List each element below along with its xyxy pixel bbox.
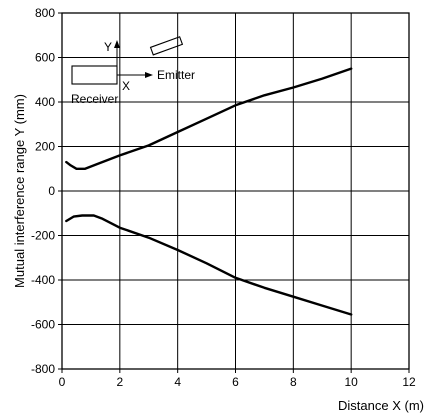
- x-tick-label: 12: [402, 375, 416, 389]
- inset-y-label: Y: [104, 40, 112, 54]
- x-tick-label: 0: [59, 375, 66, 389]
- setup-inset: Y X Emitter Receiver: [71, 36, 195, 106]
- y-axis-label: Mutual interference range Y (mm): [12, 94, 27, 288]
- grid: [62, 13, 409, 369]
- y-tick-label: -800: [31, 362, 55, 376]
- series-group: [65, 67, 353, 316]
- x-tick-label: 6: [232, 375, 239, 389]
- y-tick-label: -400: [31, 273, 55, 287]
- receiver-label: Receiver: [71, 92, 118, 106]
- x-tick-label: 4: [174, 375, 181, 389]
- x-axis-label: Distance X (m): [338, 398, 424, 413]
- upper-boundary-line: [65, 67, 353, 171]
- emitter-box: [149, 36, 184, 56]
- y-tick-label: -200: [31, 229, 55, 243]
- y-tick-label: 0: [48, 184, 55, 198]
- emitter-label: Emitter: [157, 68, 195, 82]
- x-tick-label: 2: [116, 375, 123, 389]
- y-tick-label: 800: [35, 6, 55, 20]
- x-tick-label: 8: [290, 375, 297, 389]
- axis-ticks: 0 2 4 6 8 10 12 -800 -600 -400 -200 0 200 400 600 800: [31, 6, 416, 389]
- y-tick-label: 600: [35, 51, 55, 65]
- y-tick-label: -600: [31, 318, 55, 332]
- receiver-box: [71, 65, 118, 85]
- inset-x-label: X: [122, 79, 130, 93]
- lower-boundary-line: [65, 214, 353, 316]
- y-tick-label: 400: [35, 95, 55, 109]
- inset-y-arrowhead: [114, 40, 120, 48]
- y-tick-label: 200: [35, 140, 55, 154]
- x-tick-label: 10: [344, 375, 358, 389]
- inset-x-arrowhead: [145, 72, 153, 78]
